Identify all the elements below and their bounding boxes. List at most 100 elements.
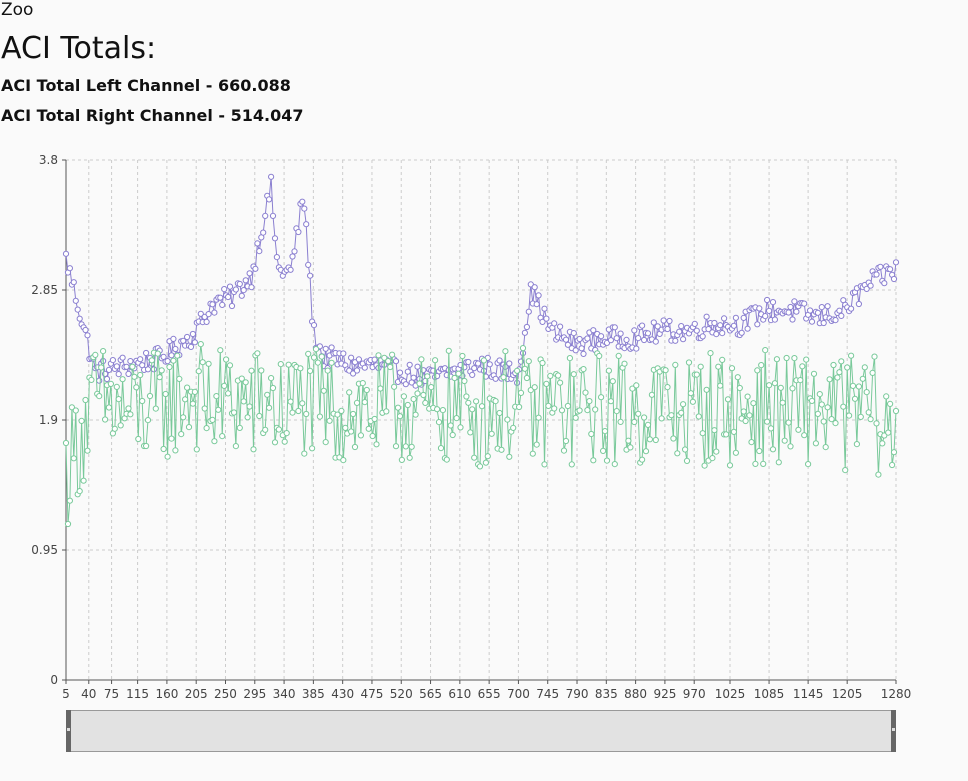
series-right [62, 341, 900, 528]
data-point [805, 461, 812, 468]
x-tick-label: 610 [448, 687, 471, 701]
data-point [297, 365, 304, 372]
range-slider-right-handle[interactable] [891, 710, 896, 752]
data-point [769, 446, 777, 453]
data-point [117, 422, 124, 429]
data-point [219, 433, 226, 440]
data-point [148, 357, 155, 364]
data-point [889, 461, 896, 469]
data-point [871, 353, 878, 360]
data-point [396, 413, 404, 420]
data-point [762, 347, 769, 354]
data-point [519, 345, 527, 352]
data-point [828, 416, 835, 423]
data-point [143, 349, 150, 357]
data-point [539, 318, 546, 325]
data-point [107, 380, 115, 387]
data-point [238, 375, 245, 382]
data-point [580, 350, 587, 357]
data-point [732, 449, 740, 456]
data-point [711, 427, 718, 434]
data-point [701, 462, 708, 469]
data-point [371, 415, 378, 423]
data-point [633, 345, 640, 352]
x-tick-label: 655 [478, 687, 501, 701]
data-point [724, 396, 732, 403]
data-point [221, 286, 228, 293]
range-slider[interactable] [66, 710, 896, 752]
aci-right-channel-total: ACI Total Right Channel - 514.047 [1, 106, 304, 125]
data-point [680, 401, 687, 408]
x-tick-label: 75 [104, 687, 119, 701]
range-slider-left-handle[interactable] [66, 710, 71, 752]
data-point [771, 380, 779, 387]
data-point [580, 366, 587, 373]
data-point [299, 198, 306, 205]
data-point [666, 317, 673, 325]
data-point [848, 305, 855, 312]
data-point [635, 410, 642, 417]
data-point [566, 355, 574, 362]
breadcrumb: Zoo [1, 0, 34, 20]
data-point [855, 383, 863, 390]
data-point [236, 424, 243, 431]
x-tick-label: 880 [624, 687, 647, 701]
data-point [543, 380, 550, 387]
data-point [842, 467, 849, 474]
data-point [305, 350, 312, 357]
data-point [467, 429, 474, 436]
data-point [723, 431, 730, 438]
data-point [740, 408, 747, 415]
data-point [668, 412, 675, 419]
data-point [266, 196, 273, 203]
data-point [851, 395, 859, 402]
data-point [816, 391, 823, 398]
data-point [764, 296, 771, 304]
data-point [672, 337, 679, 344]
data-point [98, 364, 105, 371]
data-point [521, 329, 529, 336]
data-point [758, 362, 765, 369]
data-point [533, 441, 540, 448]
data-point [78, 417, 85, 424]
data-point [164, 358, 171, 365]
series-line [65, 344, 897, 525]
data-point [187, 343, 195, 350]
data-point [396, 369, 404, 376]
data-point [236, 280, 243, 288]
data-point [514, 379, 521, 386]
data-point [125, 405, 132, 412]
data-point [500, 374, 507, 381]
data-point [480, 357, 487, 364]
data-point [801, 432, 808, 439]
data-point [697, 363, 704, 370]
data-point [170, 335, 177, 342]
data-point [787, 303, 794, 311]
x-tick-label: 115 [126, 687, 149, 701]
data-point [111, 425, 118, 432]
data-point [867, 416, 874, 423]
data-point [414, 363, 421, 370]
data-point [418, 356, 425, 363]
data-point [283, 430, 290, 437]
data-point [670, 435, 677, 442]
data-point [125, 370, 132, 377]
data-point [312, 346, 320, 353]
series-layer [62, 173, 900, 528]
data-point [533, 301, 540, 308]
data-point [795, 426, 802, 433]
data-point [857, 413, 864, 420]
data-point [363, 386, 370, 394]
data-point [205, 360, 212, 367]
data-point [551, 320, 558, 327]
data-point [191, 388, 198, 395]
data-point [318, 353, 325, 360]
x-tick-label: 5 [62, 687, 70, 701]
data-point [144, 417, 152, 424]
data-point [404, 368, 411, 375]
data-point [96, 393, 103, 400]
data-point [225, 390, 232, 397]
data-point [523, 323, 531, 331]
data-point [240, 287, 247, 294]
data-point [84, 447, 91, 454]
